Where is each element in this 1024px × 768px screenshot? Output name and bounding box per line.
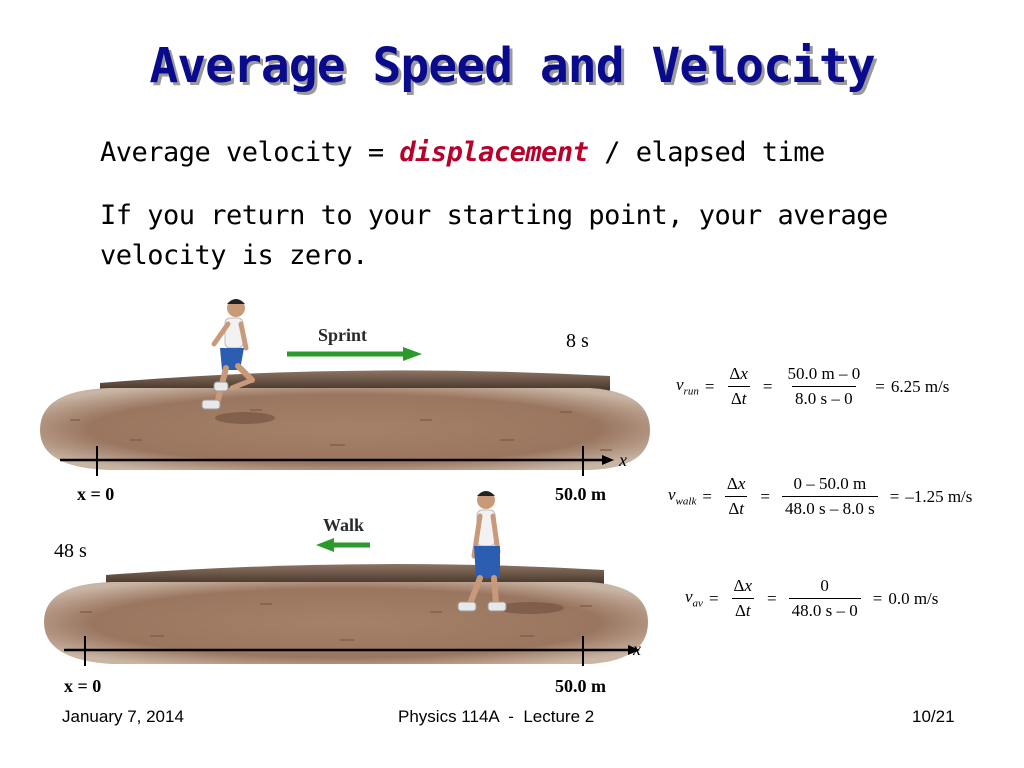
eq-av-equals-2: =: [767, 588, 777, 608]
eq-walk-var: vwalk: [668, 485, 697, 508]
eq-av-value-fraction: 0 48.0 s – 0: [788, 576, 861, 621]
equation-walk: vwalk = Δx Δt = 0 – 50.0 m 48.0 s – 8.0 …: [668, 474, 972, 519]
zero-velocity-statement: If you return to your starting point, yo…: [100, 200, 888, 271]
top-end-label: 50.0 m: [555, 484, 606, 504]
equation-average: vav = Δx Δt = 0 48.0 s – 0 = 0.0 m/s: [685, 576, 938, 621]
bottom-start-label: x = 0: [64, 676, 101, 696]
eq-walk-equals-2: =: [760, 486, 770, 506]
walker-figure: [457, 491, 564, 614]
walk-time-label: 48 s: [54, 540, 87, 562]
top-start-label: x = 0: [77, 484, 114, 504]
eq-run-delta-fraction: Δx Δt: [727, 364, 750, 408]
footer-course: Physics 114A - Lecture 2: [398, 707, 595, 726]
eq-run-var: vrun: [676, 375, 699, 398]
eq-av-var: vav: [685, 587, 703, 610]
eq-walk-value-fraction: 0 – 50.0 m 48.0 s – 8.0 s: [782, 474, 878, 519]
top-axis-var: x: [618, 450, 627, 470]
walk-label: Walk: [323, 515, 364, 535]
bottom-axis-arrowhead: [628, 645, 640, 655]
slide-title: Average Speed and Velocity: [149, 38, 875, 94]
eq-walk-equals-1: =: [702, 486, 712, 506]
bottom-track-texture: [80, 603, 592, 641]
runner-figure: [201, 299, 275, 424]
eq-run-equals-2: =: [762, 376, 773, 396]
walk-arrow-head: [316, 538, 334, 552]
eq-av-delta-fraction: Δx Δt: [731, 576, 754, 620]
definition-emphasis: displacement: [399, 137, 589, 168]
eq-run-result: 6.25 m/s: [890, 376, 950, 396]
eq-av-equals-3: =: [872, 588, 883, 608]
eq-av-equals-1: =: [708, 588, 719, 608]
top-track-texture: [70, 409, 612, 451]
eq-run-value-fraction: 50.0 m – 0 8.0 s – 0: [787, 364, 861, 408]
footer-page-number: 10/21: [912, 707, 955, 726]
footer-date: January 7, 2014: [62, 707, 184, 726]
sprint-arrow-head: [403, 347, 422, 361]
eq-walk-equals-3: =: [889, 486, 900, 506]
definition-suffix: / elapsed time: [588, 137, 825, 168]
eq-walk-delta-fraction: Δx Δt: [725, 474, 747, 518]
eq-av-result: 0.0 m/s: [888, 588, 939, 608]
bottom-end-label: 50.0 m: [555, 676, 606, 696]
top-track: x x = 0 50.0 m Sprint: [40, 299, 650, 504]
bottom-track-dirt: [44, 582, 648, 664]
eq-run-equals-3: =: [875, 376, 885, 396]
sprint-label: Sprint: [318, 325, 367, 345]
top-track-dirt: [40, 388, 650, 470]
eq-run-equals-1: =: [704, 376, 715, 396]
eq-walk-result: –1.25 m/s: [905, 486, 973, 506]
bottom-track: x x = 0 50.0 m Walk: [44, 491, 648, 696]
definition-prefix: Average velocity =: [100, 137, 400, 168]
bottom-axis-var: x: [632, 639, 641, 659]
sprint-time-label: 8 s: [566, 330, 589, 352]
equation-run: vrun = Δx Δt = 50.0 m – 0 8.0 s – 0 = 6.…: [676, 364, 949, 409]
average-velocity-definition: Average velocity = displacement / elapse…: [100, 133, 825, 173]
top-axis-arrowhead: [602, 455, 614, 465]
